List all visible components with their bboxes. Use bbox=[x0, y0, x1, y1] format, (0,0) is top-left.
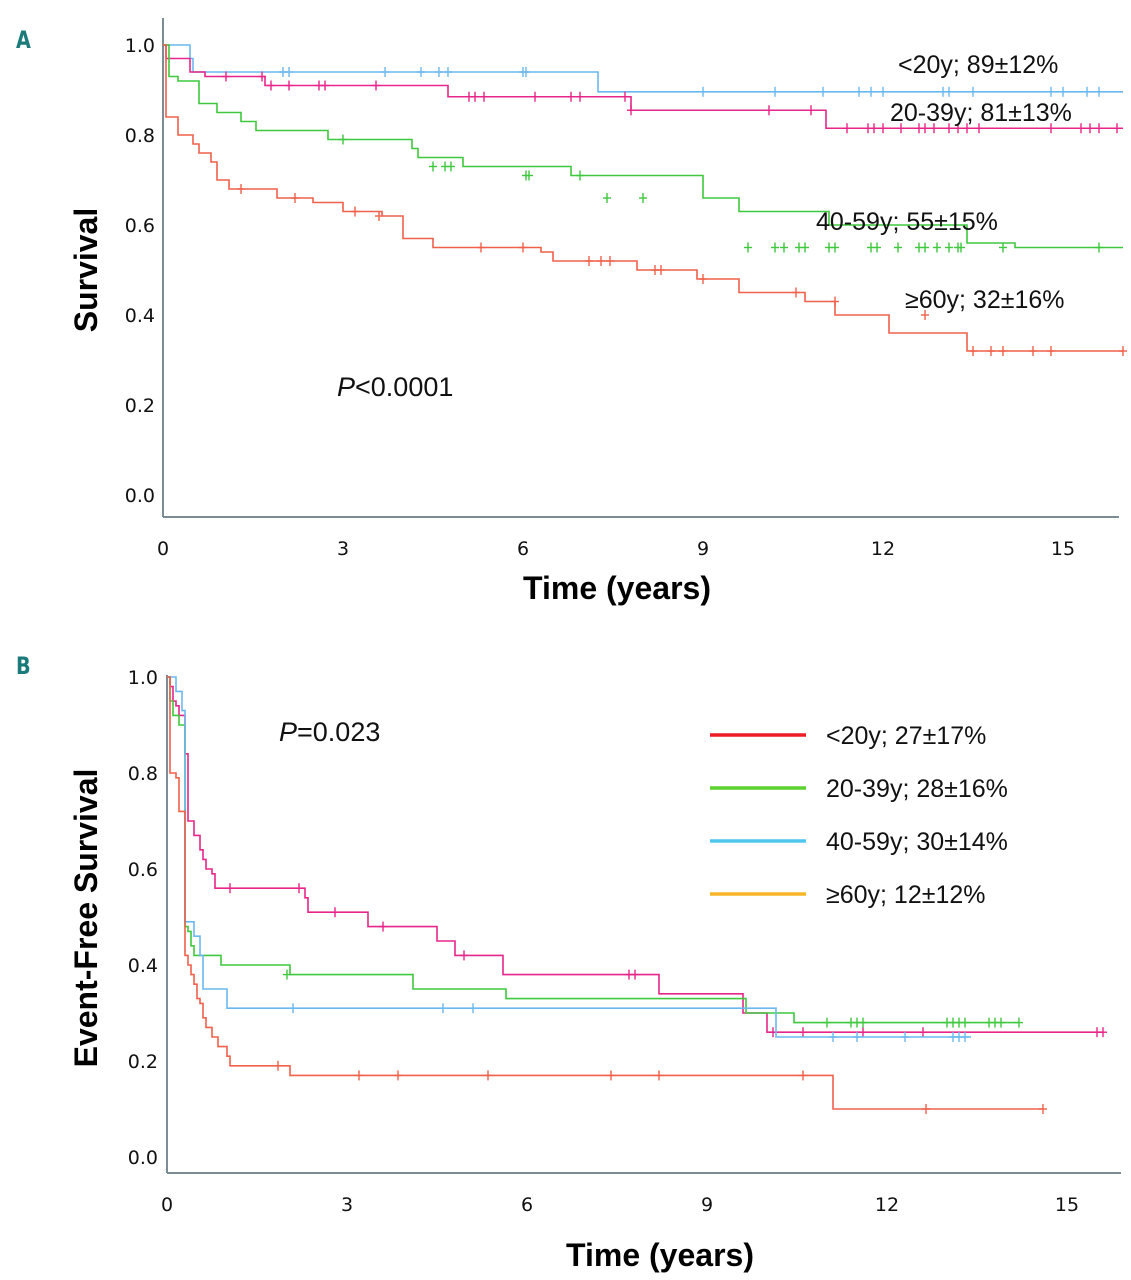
x-tick-label: 0 bbox=[157, 538, 169, 560]
p-value-text: =0.023 bbox=[297, 717, 380, 747]
series--60y bbox=[163, 44, 1127, 356]
panel-letter-b: B bbox=[16, 652, 31, 680]
p-value-symbol: P bbox=[279, 717, 297, 747]
y-tick-label: 0.2 bbox=[128, 1051, 158, 1073]
survival-curve bbox=[167, 676, 971, 1038]
y-tick-label: 0.2 bbox=[125, 395, 155, 417]
y-axis-label: Event-Free Survival bbox=[68, 769, 104, 1068]
x-tick-label: 3 bbox=[337, 538, 349, 560]
chart-panel-b: 0.0 0.2 0.4 0.6 0.8 1.0 0 3 6 9 12 15 Time (years) Ev… bbox=[68, 667, 1121, 1273]
x-axis-label: Time (years) bbox=[523, 570, 711, 606]
x-tick-label: 9 bbox=[697, 538, 709, 560]
survival-curve bbox=[163, 44, 1123, 93]
y-tick-label: 0.4 bbox=[128, 955, 158, 977]
y-tick-label: 0.0 bbox=[128, 1147, 158, 1169]
y-tick-label: 0.4 bbox=[125, 305, 155, 327]
series-annotation: 40-59y; 55±15% bbox=[816, 208, 998, 236]
x-tick-label: 12 bbox=[875, 1194, 899, 1216]
x-tick-label: 15 bbox=[1051, 538, 1075, 560]
x-tick-label: 9 bbox=[701, 1194, 713, 1216]
y-tick-label: 0.6 bbox=[128, 859, 158, 881]
y-tick-label: 1.0 bbox=[125, 35, 155, 57]
legend-label: 40-59y; 30±14% bbox=[826, 828, 1008, 856]
series-red bbox=[167, 676, 1047, 1114]
series-20-39y bbox=[163, 44, 1123, 134]
series-annotation: ≥60y; 32±16% bbox=[905, 286, 1065, 314]
series-annotation: <20y; 89±12% bbox=[898, 51, 1058, 79]
chart-panel-a: 0.0 0.2 0.4 0.6 0.8 1.0 0 3 6 9 12 15 Time (years) Su… bbox=[68, 18, 1127, 606]
p-value-text: <0.0001 bbox=[355, 372, 453, 402]
legend-label: ≥60y; 12±12% bbox=[826, 881, 986, 909]
y-tick-label: 0.8 bbox=[125, 125, 155, 147]
y-axis-label: Survival bbox=[68, 208, 104, 333]
x-tick-label: 15 bbox=[1055, 1194, 1079, 1216]
series-40-59y bbox=[163, 44, 1123, 253]
y-tick-label: 0.0 bbox=[125, 485, 155, 507]
legend: <20y; 27±17% 20-39y; 28±16% 40-59y; 30±14%… bbox=[710, 722, 1008, 909]
p-value-annotation: P=0.023 bbox=[279, 717, 380, 747]
p-value-annotation: P<0.0001 bbox=[337, 372, 453, 402]
y-tick-label: 0.6 bbox=[125, 215, 155, 237]
survival-curve bbox=[163, 44, 1123, 130]
series-green bbox=[167, 676, 1023, 1028]
survival-curve bbox=[163, 44, 1123, 249]
series--20y bbox=[163, 44, 1123, 97]
x-tick-label: 0 bbox=[161, 1194, 173, 1216]
legend-label: <20y; 27±17% bbox=[826, 722, 986, 750]
x-tick-label: 3 bbox=[341, 1194, 353, 1216]
survival-curve bbox=[167, 676, 1103, 1033]
y-tick-label: 1.0 bbox=[128, 667, 158, 689]
survival-curve bbox=[167, 676, 1019, 1024]
legend-label: 20-39y; 28±16% bbox=[826, 775, 1008, 803]
survival-curve bbox=[167, 676, 1043, 1110]
p-value-symbol: P bbox=[337, 372, 355, 402]
series-blue bbox=[167, 676, 971, 1042]
panel-letter-a: A bbox=[16, 26, 31, 54]
series-annotation: 20-39y; 81±13% bbox=[890, 99, 1072, 127]
x-tick-label: 6 bbox=[517, 538, 529, 560]
x-axis-label: Time (years) bbox=[566, 1237, 754, 1273]
x-tick-label: 12 bbox=[871, 538, 895, 560]
x-tick-label: 6 bbox=[521, 1194, 533, 1216]
y-tick-label: 0.8 bbox=[128, 763, 158, 785]
